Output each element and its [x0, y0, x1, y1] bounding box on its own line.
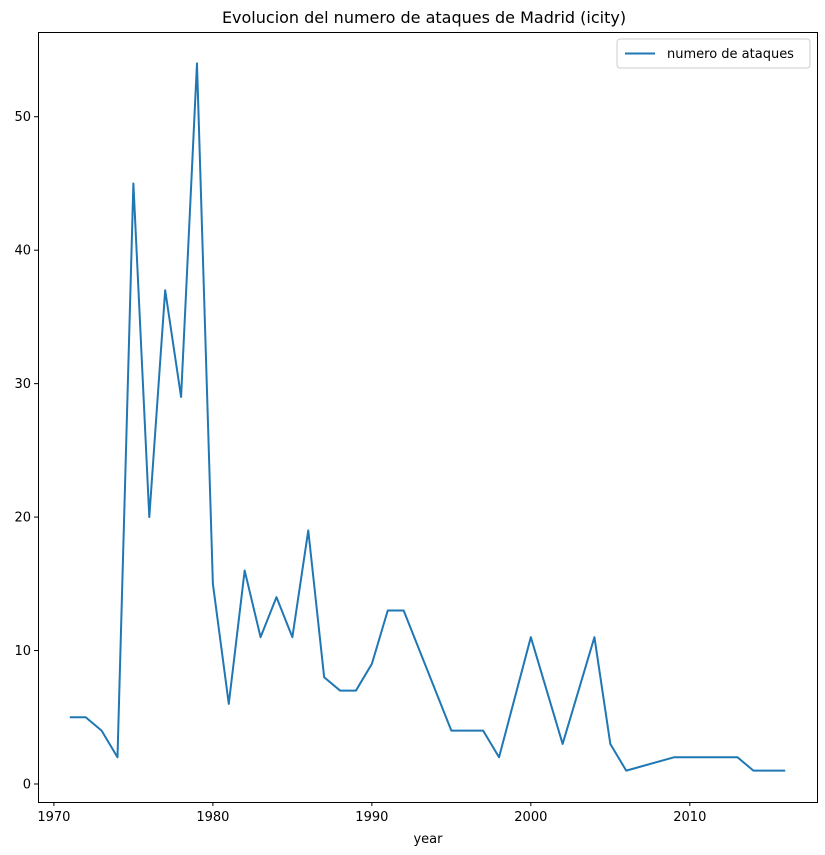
series-layer — [69, 62, 786, 772]
plot-frame — [38, 32, 818, 803]
y-tick-label: 20 — [14, 511, 31, 526]
y-tick-label: 50 — [14, 110, 31, 125]
x-axis: 1970 1980 1990 2000 2010 — [37, 802, 706, 825]
x-axis-label: year — [413, 832, 443, 847]
x-tick-label: 2010 — [673, 810, 706, 825]
legend-label: numero de ataques — [667, 47, 794, 62]
y-tick-label: 10 — [14, 644, 31, 659]
chart-title: Evolucion del numero de ataques de Madri… — [222, 8, 626, 27]
legend-box — [616, 38, 811, 69]
series-line-0 — [69, 62, 786, 772]
legend: numero de ataques — [616, 38, 811, 69]
x-tick-label: 2000 — [514, 810, 547, 825]
y-axis: 0 10 20 30 40 50 — [14, 110, 38, 792]
y-tick-label: 0 — [23, 777, 31, 792]
x-tick-label: 1970 — [37, 810, 70, 825]
x-tick-label: 1980 — [196, 810, 229, 825]
x-tick-label: 1990 — [355, 810, 388, 825]
y-tick-label: 40 — [14, 244, 31, 259]
y-tick-label: 30 — [14, 377, 31, 392]
